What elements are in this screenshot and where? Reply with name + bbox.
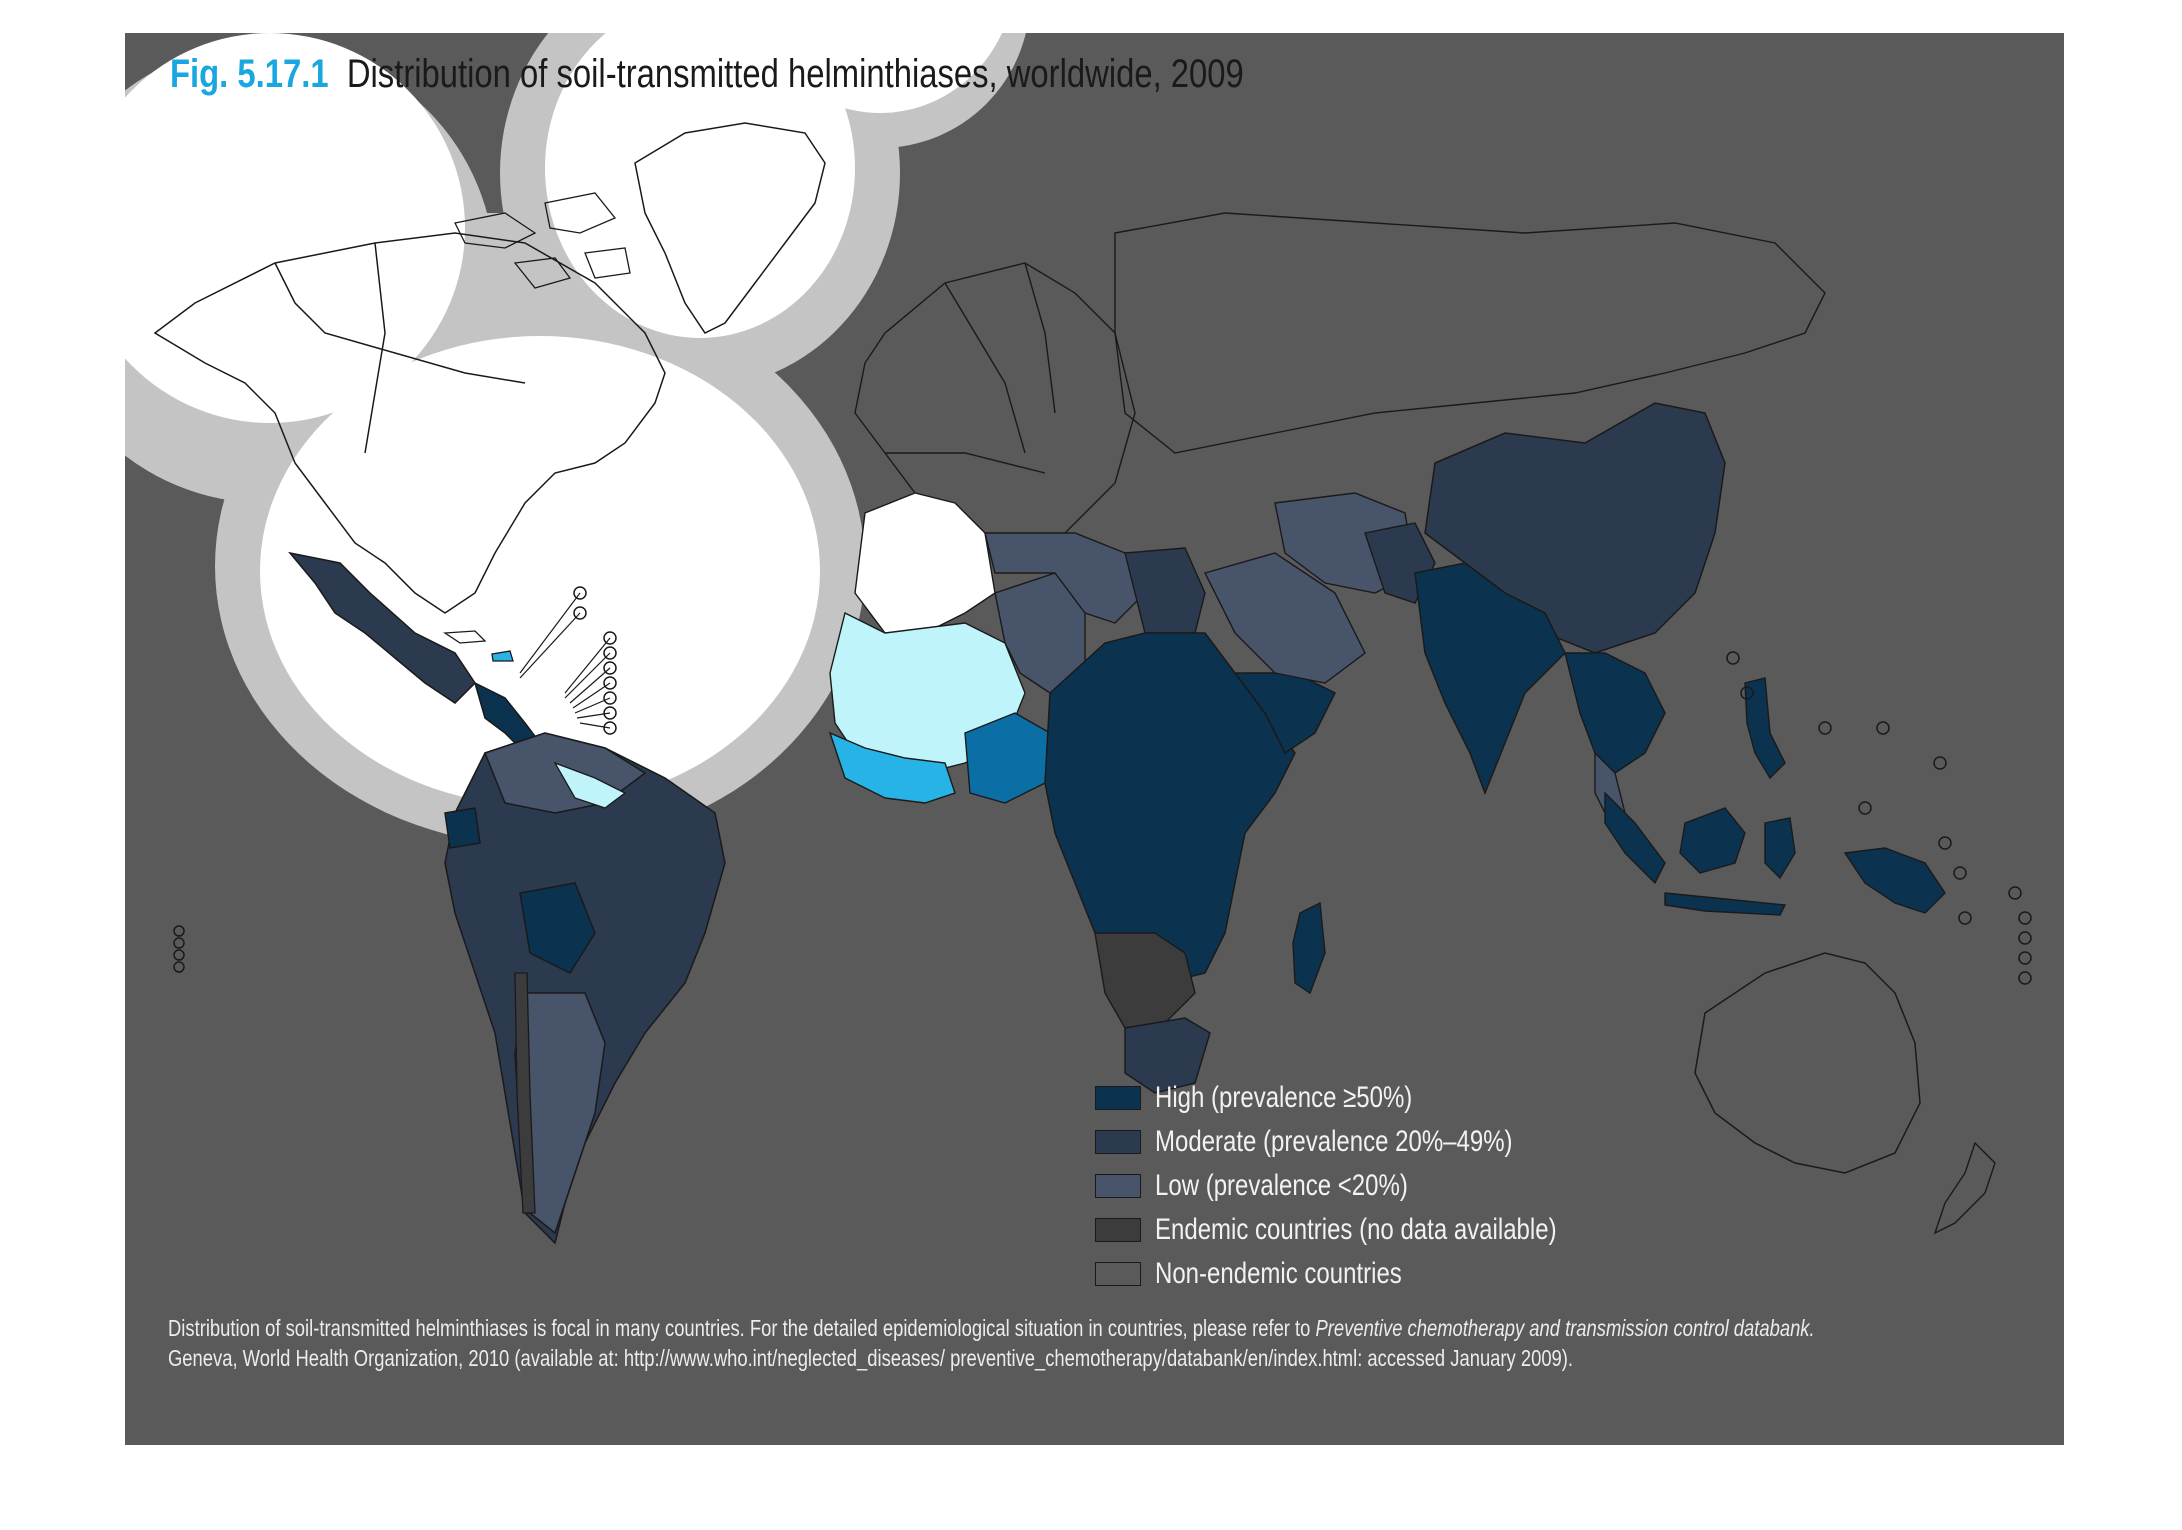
note-line-1: Distribution of soil-transmitted helmint… (168, 1313, 1815, 1343)
java (1664, 892, 1787, 916)
legend-label-high: High (prevalence ≥50%) (1155, 1081, 1413, 1114)
greenland-landmass (634, 122, 826, 334)
legend-item-endemic-no-data: Endemic countries (no data available) (1095, 1208, 1657, 1252)
india (1414, 562, 1566, 796)
figure-title: Fig. 5.17.1 Distribution of soil-transmi… (170, 52, 1244, 97)
legend-item-moderate: Moderate (prevalence 20%–49%) (1095, 1120, 1657, 1164)
haiti (491, 650, 514, 662)
spotlight-white-north-america (125, 33, 465, 423)
egypt (1124, 547, 1206, 634)
mexico (288, 551, 476, 704)
figure-number: Fig. 5.17.1 (170, 52, 329, 96)
spotlight-white-group (125, 33, 1002, 806)
pacific-island-markers (1726, 651, 2032, 985)
callout-leaders (519, 592, 611, 729)
legend-swatch-high (1095, 1086, 1141, 1110)
chile-strip (514, 972, 536, 1214)
note-databank-title: Preventive chemotherapy and transmission… (1315, 1315, 1815, 1341)
russia-northern-asia (1114, 212, 1826, 454)
spotlight-white-greenland (545, 33, 855, 338)
legend-item-low: Low (prevalence <20%) (1095, 1164, 1657, 1208)
ecuador (444, 807, 481, 849)
world-map (125, 33, 2032, 1245)
map-legend: High (prevalence ≥50%) Moderate (prevale… (1095, 1076, 1657, 1296)
legend-swatch-non-endemic (1095, 1262, 1141, 1286)
spotlight-white-west-africa (260, 336, 820, 806)
madagascar (1292, 901, 1326, 995)
south-africa (1124, 1017, 1211, 1094)
cuba (443, 630, 487, 644)
atlantic-island-markers (173, 925, 185, 973)
southern-africa-endemic (1094, 932, 1196, 1029)
sulawesi (1764, 817, 1796, 880)
new-zealand (1933, 1141, 1996, 1235)
new-guinea (1843, 847, 1946, 914)
bolivia (519, 882, 596, 974)
legend-label-non-endemic: Non-endemic countries (1155, 1257, 1402, 1290)
legend-swatch-endemic-no-data (1095, 1218, 1141, 1242)
north-america-landmass (153, 232, 666, 614)
coastal-west-africa-mid (828, 731, 956, 804)
australia (1694, 952, 1921, 1174)
figure-note: Distribution of soil-transmitted helmint… (168, 1313, 1815, 1373)
legend-label-moderate: Moderate (prevalence 20%–49%) (1155, 1125, 1513, 1158)
borneo (1679, 807, 1746, 874)
note-line-1-text: Distribution of soil-transmitted helmint… (168, 1315, 1316, 1341)
legend-swatch-moderate (1095, 1130, 1141, 1154)
legend-item-high: High (prevalence ≥50%) (1095, 1076, 1657, 1120)
arctic-islands (454, 192, 631, 289)
south-america (444, 732, 726, 1245)
legend-swatch-low (1095, 1174, 1141, 1198)
north-west-africa (854, 492, 996, 634)
legend-item-non-endemic: Non-endemic countries (1095, 1252, 1657, 1296)
arabian-peninsula (1203, 552, 1366, 684)
note-line-2: Geneva, World Health Organization, 2010 … (168, 1345, 1574, 1371)
legend-label-low: Low (prevalence <20%) (1155, 1169, 1408, 1202)
figure-title-text: Distribution of soil-transmitted helmint… (346, 52, 1244, 96)
philippines (1744, 677, 1786, 780)
map-panel (125, 33, 2064, 1445)
sumatra (1604, 791, 1666, 885)
southeast-asia-mainland (1564, 652, 1666, 774)
legend-label-endemic-no-data: Endemic countries (no data available) (1155, 1213, 1557, 1246)
central-east-africa (1044, 632, 1296, 984)
spotlight-white-top (758, 33, 1002, 113)
north-africa-low (984, 532, 1146, 624)
guianas (553, 761, 627, 809)
